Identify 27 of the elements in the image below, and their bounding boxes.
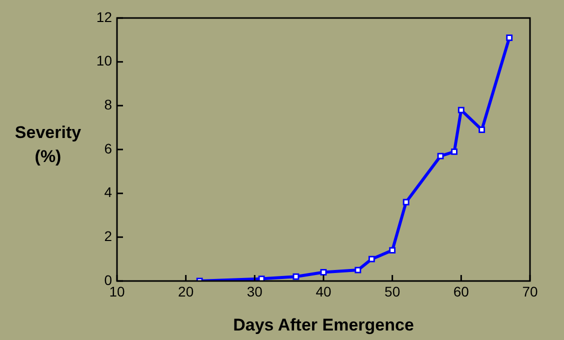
point: [451, 148, 458, 155]
x-tick-label: 50: [384, 283, 400, 300]
y-tick-label: 6: [104, 140, 112, 156]
y-tick-label: 12: [96, 8, 112, 25]
point: [368, 256, 375, 262]
x-axis-title: Days After Emergence: [233, 315, 414, 334]
y-tick-label: 2: [104, 228, 112, 244]
y-axis-title: Severity (%): [14, 123, 82, 166]
x-tick-label: 60: [453, 283, 470, 300]
x-tick-label: 40: [316, 283, 332, 300]
y-tick-label: 0: [104, 272, 112, 288]
point: [389, 247, 396, 254]
point: [402, 198, 410, 206]
point: [506, 34, 513, 41]
point: [354, 266, 362, 274]
x-tick-label: 30: [246, 283, 263, 300]
x-tick-label: 70: [522, 283, 538, 300]
y-tick-label: 8: [104, 96, 112, 113]
point: [458, 106, 464, 114]
point: [478, 126, 486, 133]
point: [320, 269, 327, 276]
point: [437, 152, 444, 160]
y-tick-label: 10: [96, 52, 112, 69]
point: [292, 273, 300, 280]
point: [258, 276, 265, 281]
y-tick-label: 4: [104, 184, 112, 200]
x-tick-label: 20: [178, 283, 194, 300]
